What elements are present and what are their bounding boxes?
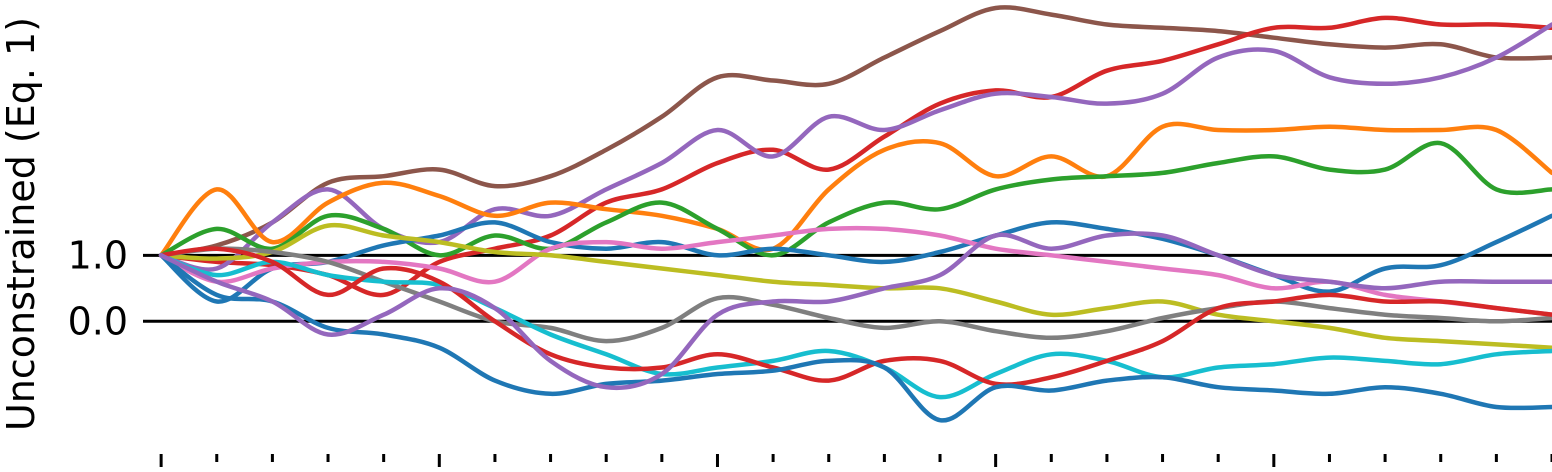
series-line-0 <box>158 5 1552 258</box>
series-line-4 <box>158 140 1552 258</box>
y-tick-label: 1.0 <box>68 233 128 277</box>
y-tick-label: 0.0 <box>68 299 128 343</box>
series-line-5 <box>158 213 1552 304</box>
x-axis-ticks <box>159 454 1552 467</box>
series-layer <box>158 5 1552 423</box>
y-axis-label: Unconstrained (Eq. 1) <box>0 17 43 431</box>
series-line-9 <box>158 253 1552 400</box>
series-line-10 <box>158 246 1552 387</box>
series-line-1 <box>158 15 1552 298</box>
series-line-12 <box>158 231 1552 391</box>
y-axis-ticks: 0.0 1.0 <box>68 233 128 343</box>
series-line-3 <box>158 121 1552 258</box>
series-line-7 <box>158 222 1552 350</box>
series-line-11 <box>158 253 1552 423</box>
